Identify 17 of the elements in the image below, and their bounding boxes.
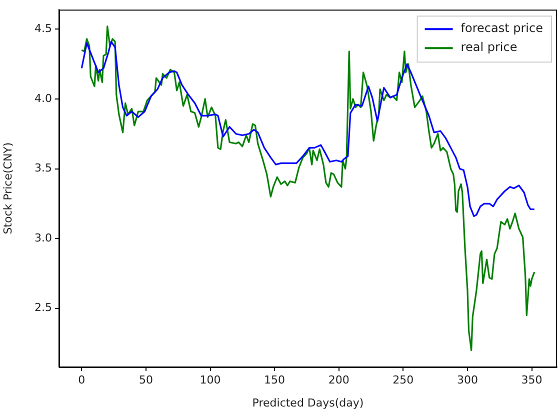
- y-tick-label: 3.5: [34, 162, 52, 175]
- legend-label: forecast price: [460, 21, 544, 36]
- x-tick-label: 250: [392, 373, 414, 386]
- x-tick-label: 0: [78, 373, 86, 386]
- x-tick-label: 200: [328, 373, 350, 386]
- x-tick-label: 100: [200, 373, 221, 386]
- y-tick-label: 4.5: [34, 22, 52, 36]
- x-tick-label: 150: [264, 373, 286, 386]
- x-tick-label: 50: [138, 373, 153, 386]
- y-axis-title: Stock Price(CNY): [1, 142, 14, 234]
- x-axis-title: Predicted Days(day): [252, 396, 364, 410]
- legend-label: real price: [460, 40, 518, 54]
- x-tick-label: 350: [521, 373, 542, 386]
- y-tick-label: 3.0: [34, 231, 52, 244]
- x-tick-label: 300: [456, 373, 478, 386]
- y-tick-label: 4.0: [34, 92, 52, 105]
- y-tick-label: 2.5: [34, 301, 52, 314]
